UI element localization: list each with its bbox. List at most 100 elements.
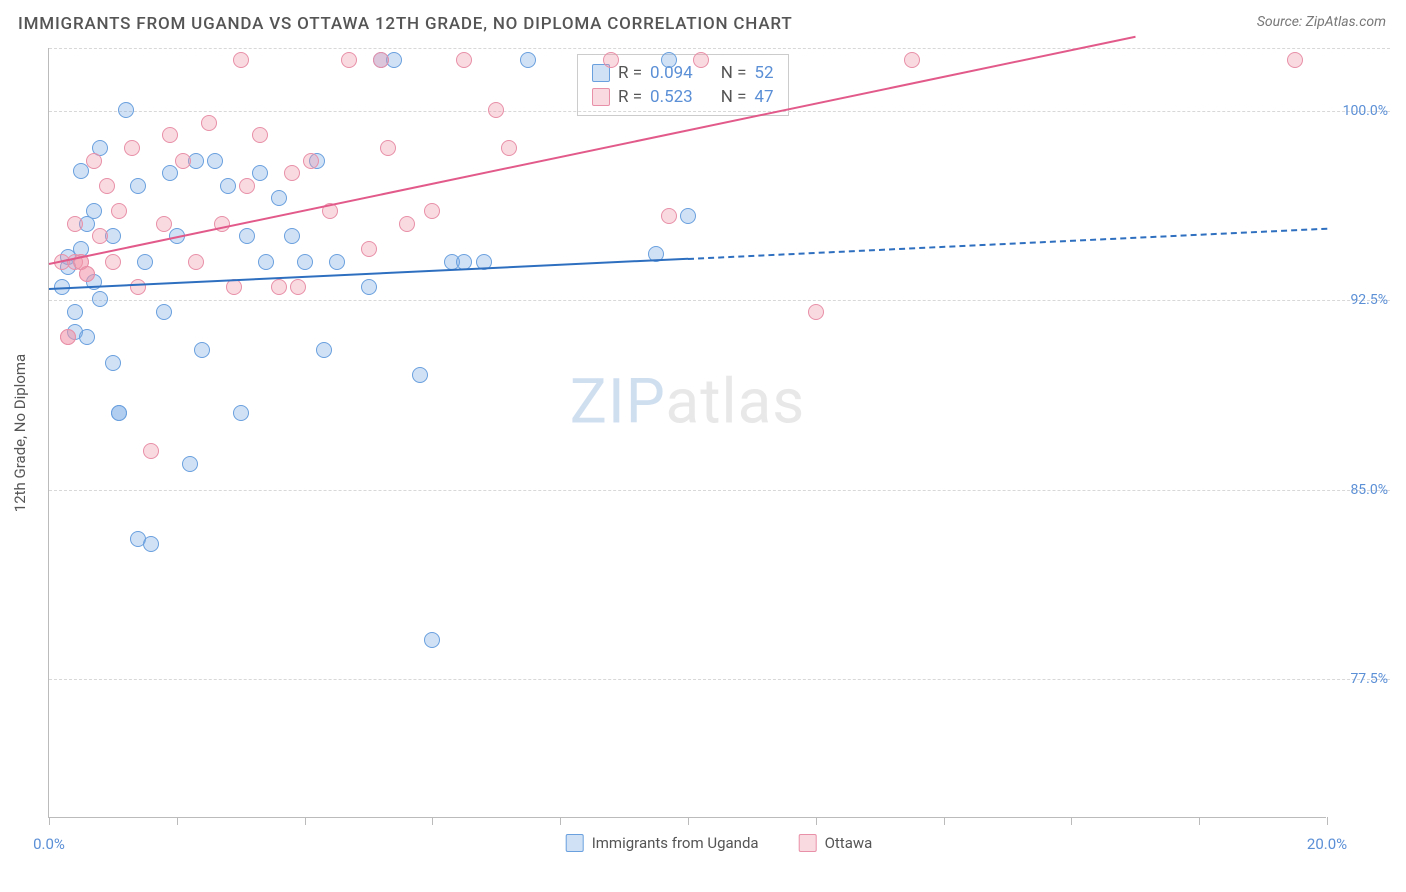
data-point xyxy=(79,266,95,282)
data-point xyxy=(118,102,134,118)
data-point xyxy=(233,405,249,421)
data-point xyxy=(680,208,696,224)
y-tick-label: 100.0% xyxy=(1343,103,1388,119)
data-point xyxy=(661,208,677,224)
stat-row: R =0.094N =52 xyxy=(592,61,774,85)
data-point xyxy=(105,355,121,371)
data-point xyxy=(239,228,255,244)
data-point xyxy=(239,178,255,194)
data-point xyxy=(329,254,345,270)
data-point xyxy=(233,52,249,68)
chart-title: IMMIGRANTS FROM UGANDA VS OTTAWA 12TH GR… xyxy=(18,14,792,34)
data-point xyxy=(361,279,377,295)
data-point xyxy=(520,52,536,68)
legend-label: Ottawa xyxy=(825,834,873,852)
y-tick-label: 92.5% xyxy=(1350,292,1388,308)
data-point xyxy=(201,115,217,131)
data-point xyxy=(284,165,300,181)
stat-swatch xyxy=(592,88,610,106)
data-point xyxy=(424,203,440,219)
legend-item: Ottawa xyxy=(799,834,873,852)
stat-row: R = 0.523 N = 47 xyxy=(592,85,774,109)
x-tick xyxy=(305,817,306,825)
data-point xyxy=(661,52,677,68)
chart-source: Source: ZipAtlas.com xyxy=(1257,14,1386,34)
x-tick xyxy=(560,817,561,825)
stat-n-value: 52 xyxy=(754,63,773,83)
legend-swatch xyxy=(799,834,817,852)
stat-n-value: 47 xyxy=(754,87,773,107)
chart-area: 12th Grade, No Diploma ZIPatlas R =0.094… xyxy=(48,48,1390,818)
data-point xyxy=(488,102,504,118)
stat-n-label: N = xyxy=(721,63,747,83)
data-point xyxy=(143,443,159,459)
data-point xyxy=(86,203,102,219)
data-point xyxy=(130,178,146,194)
data-point xyxy=(92,291,108,307)
data-point xyxy=(99,178,115,194)
stat-r-value: 0.523 xyxy=(650,87,693,107)
x-tick xyxy=(49,817,50,825)
stat-r-label: R = xyxy=(618,63,642,83)
stat-r-label: R = xyxy=(618,87,642,107)
data-point xyxy=(258,254,274,270)
gridline xyxy=(49,679,1390,680)
data-point xyxy=(808,304,824,320)
data-point xyxy=(271,190,287,206)
data-point xyxy=(316,342,332,358)
data-point xyxy=(284,228,300,244)
data-point xyxy=(194,342,210,358)
legend-item: Immigrants from Uganda xyxy=(566,834,759,852)
data-point xyxy=(130,279,146,295)
data-point xyxy=(373,52,389,68)
data-point xyxy=(67,216,83,232)
data-point xyxy=(60,329,76,345)
x-tick xyxy=(1327,817,1328,825)
x-tick xyxy=(1071,817,1072,825)
legend: Immigrants from Uganda Ottawa xyxy=(566,834,873,852)
data-point xyxy=(86,153,102,169)
data-point xyxy=(693,52,709,68)
data-point xyxy=(341,52,357,68)
data-point xyxy=(137,254,153,270)
data-point xyxy=(182,456,198,472)
data-point xyxy=(175,153,191,169)
x-tick xyxy=(944,817,945,825)
data-point xyxy=(188,254,204,270)
x-tick xyxy=(432,817,433,825)
stat-n-label: N = xyxy=(721,87,747,107)
trend-line xyxy=(688,227,1327,259)
data-point xyxy=(207,153,223,169)
data-point xyxy=(380,140,396,156)
data-point xyxy=(220,178,236,194)
data-point xyxy=(399,216,415,232)
x-tick xyxy=(177,817,178,825)
x-tick xyxy=(1199,817,1200,825)
x-tick xyxy=(816,817,817,825)
y-tick-label: 85.0% xyxy=(1350,482,1388,498)
plot-area: ZIPatlas R =0.094N =52R =0.523N =47 77.5… xyxy=(48,48,1326,818)
data-point xyxy=(105,254,121,270)
data-point xyxy=(1287,52,1303,68)
data-point xyxy=(156,304,172,320)
data-point xyxy=(361,241,377,257)
data-point xyxy=(111,405,127,421)
data-point xyxy=(162,127,178,143)
watermark: ZIPatlas xyxy=(570,365,806,438)
data-point xyxy=(904,52,920,68)
y-axis-title: 12th Grade, No Diploma xyxy=(11,354,29,512)
data-point xyxy=(124,140,140,156)
gridline xyxy=(49,111,1390,112)
legend-swatch xyxy=(566,834,584,852)
y-tick-label: 77.5% xyxy=(1350,671,1388,687)
data-point xyxy=(501,140,517,156)
gridline xyxy=(49,490,1390,491)
data-point xyxy=(303,153,319,169)
data-point xyxy=(412,367,428,383)
data-point xyxy=(162,165,178,181)
data-point xyxy=(111,203,127,219)
data-point xyxy=(156,216,172,232)
x-tick-label: 20.0% xyxy=(1307,835,1347,853)
data-point xyxy=(271,279,287,295)
data-point xyxy=(252,127,268,143)
